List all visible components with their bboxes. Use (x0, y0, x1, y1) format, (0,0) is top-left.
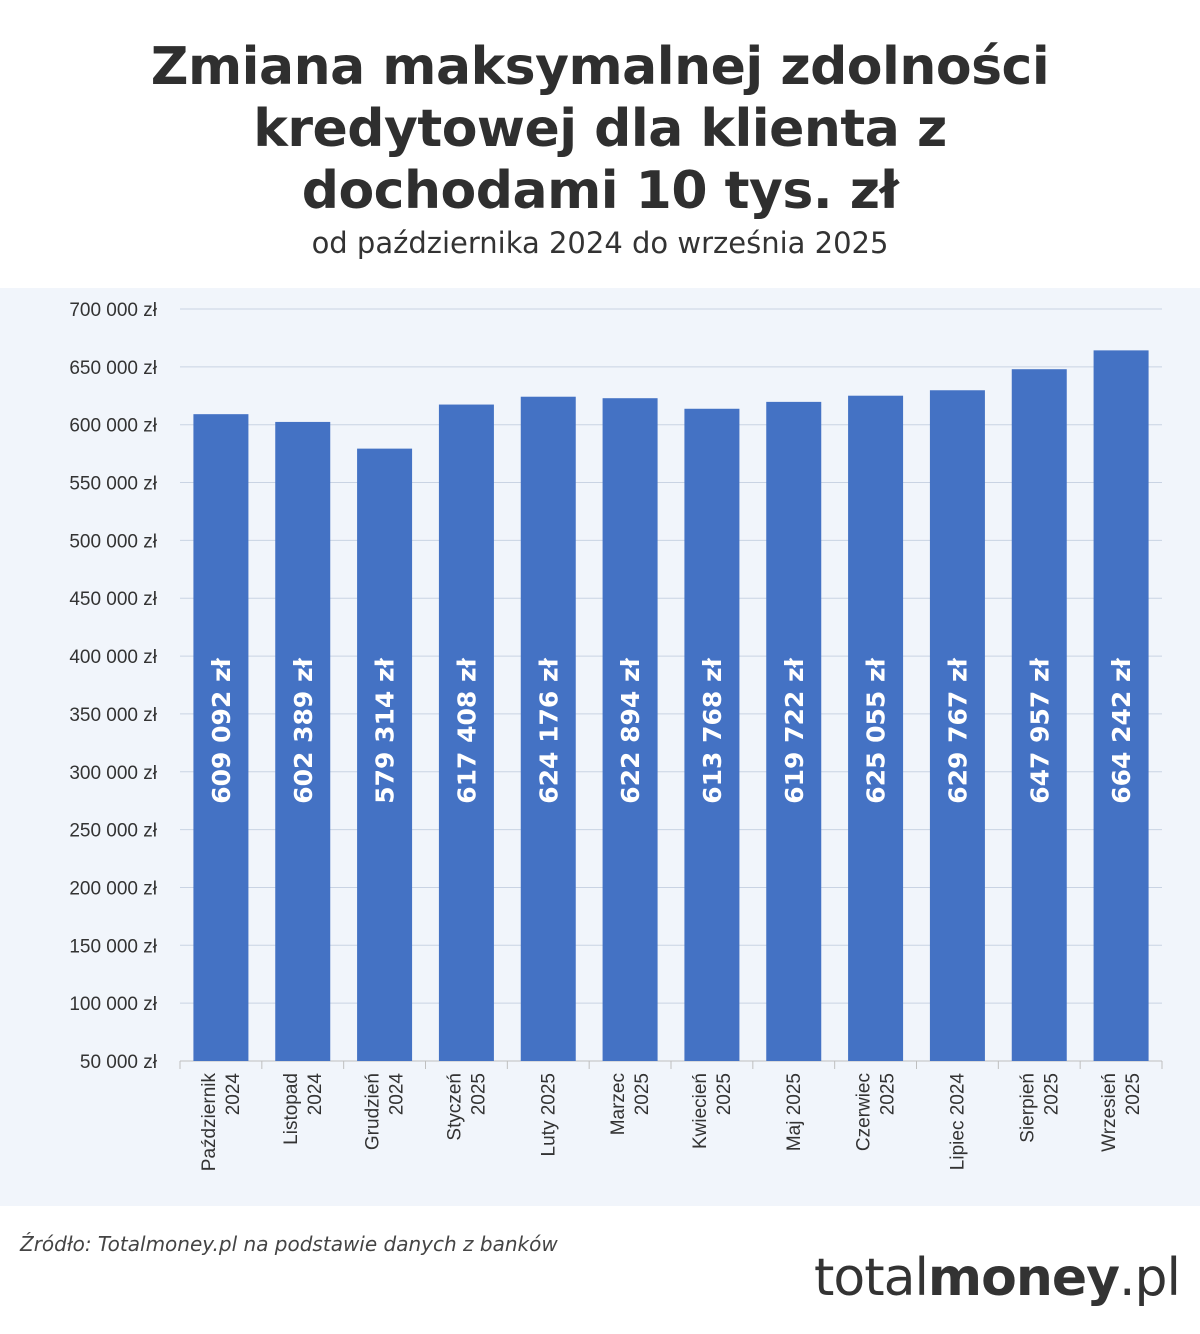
y-tick-label: 200 000 zł (69, 878, 157, 899)
x-tick-label: Maj 2025 (784, 1073, 805, 1151)
y-tick-label: 600 000 zł (69, 416, 157, 437)
x-tick-label-line: 2025 (878, 1073, 899, 1115)
x-tick-label-line: 2025 (468, 1073, 489, 1115)
bar (1011, 369, 1067, 1062)
data-label: 664 242 zł (1107, 657, 1136, 803)
x-tick-label-line: Lipiec 2024 (947, 1073, 968, 1171)
title-line-3: dochodami 10 tys. zł (301, 161, 899, 221)
source-note: Źródło: Totalmoney.pl na podstawie danyc… (20, 1232, 558, 1256)
x-tick-label: Kwiecień 2025 (690, 1073, 735, 1149)
data-label: 629 767 zł (943, 657, 972, 803)
chart-title: Zmiana maksymalnej zdolności kredytowej … (0, 36, 1200, 222)
chart-panel: 700 000 zł 650 000 zł 600 000 zł 550 000 zł… (0, 288, 1200, 1206)
x-tick-label: Październik 2024 (199, 1073, 244, 1172)
y-tick-label: 550 000 zł (69, 474, 157, 495)
chart-subtitle: od października 2024 do września 2025 (311, 226, 889, 260)
bar (275, 421, 331, 1061)
data-label: 613 768 zł (698, 657, 727, 803)
x-tick-label: Styczeń 2025 (444, 1073, 489, 1141)
bar (766, 401, 822, 1061)
bar (520, 396, 576, 1061)
y-tick-label: 700 000 zł (69, 300, 157, 321)
data-label: 602 389 zł (289, 657, 318, 803)
x-tick-label-line: 2024 (305, 1073, 326, 1116)
x-tick-label: Luty 2025 (538, 1073, 559, 1156)
bar (684, 408, 740, 1061)
x-tick-label: Czerwiec 2025 (854, 1073, 899, 1151)
x-tick-label-line: 2024 (223, 1073, 244, 1116)
data-label: 579 314 zł (371, 657, 400, 803)
x-tick-label-line: Marzec (608, 1073, 629, 1135)
bar (193, 414, 249, 1061)
x-tick-label-line: Sierpień (1017, 1073, 1038, 1143)
x-tick-label: Grudzień 2024 (363, 1073, 408, 1151)
bar (357, 448, 413, 1062)
x-tick-label: Marzec 2025 (608, 1073, 653, 1135)
y-tick-label: 500 000 zł (69, 531, 157, 552)
x-tick-label-line: 2025 (714, 1073, 735, 1115)
title-line-1: Zmiana maksymalnej zdolności (150, 37, 1050, 97)
y-tick-label: 50 000 zł (80, 1052, 158, 1073)
x-tick-label-line: Listopad (281, 1073, 302, 1145)
data-label: 609 092 zł (207, 657, 236, 803)
x-tick-label-line: Czerwiec (854, 1073, 875, 1151)
x-tick-label-line: Październik (199, 1073, 220, 1172)
x-tick-label-line: 2025 (632, 1073, 653, 1115)
data-label: 622 894 zł (616, 657, 645, 803)
bar (929, 390, 985, 1062)
y-tick-label: 150 000 zł (69, 936, 157, 957)
y-tick-label: 100 000 zł (69, 994, 157, 1015)
data-label: 624 176 zł (534, 657, 563, 803)
x-tick-label-line: Styczeń (444, 1073, 465, 1141)
bar-chart: 700 000 zł 650 000 zł 600 000 zł 550 000 zł… (69, 300, 1163, 1172)
data-label: 617 408 zł (452, 657, 481, 803)
logo-part-pl: .pl (1119, 1248, 1181, 1308)
x-tick-label: Sierpień 2025 (1017, 1073, 1062, 1143)
logo-part-total: total (814, 1248, 929, 1308)
x-tick-label-line: Wrzesień (1099, 1073, 1120, 1152)
x-tick-label: Lipiec 2024 (947, 1073, 968, 1171)
x-tick-label-line: Grudzień (363, 1073, 384, 1150)
data-label: 625 055 zł (862, 657, 891, 803)
y-tick-label: 650 000 zł (69, 358, 157, 379)
y-tick-label: 400 000 zł (69, 647, 157, 668)
x-tick-label: Wrzesień 2025 (1099, 1073, 1144, 1152)
x-tick-label: Listopad 2024 (281, 1073, 326, 1145)
bar (438, 404, 494, 1061)
y-tick-label: 350 000 zł (69, 705, 157, 726)
logo-part-money: money (927, 1248, 1120, 1308)
x-tick-label-line: 2024 (387, 1073, 408, 1116)
bar (1093, 350, 1149, 1061)
bar (602, 398, 658, 1062)
totalmoney-logo: totalmoney.pl (814, 1248, 1181, 1308)
x-tick-label-line: 2025 (1041, 1073, 1062, 1115)
data-label: 619 722 zł (780, 657, 809, 803)
y-tick-label: 300 000 zł (69, 763, 157, 784)
title-line-2: kredytowej dla klienta z (253, 99, 947, 159)
x-tick-label-line: Maj 2025 (784, 1073, 805, 1151)
y-tick-label: 250 000 zł (69, 821, 157, 842)
y-tick-label: 450 000 zł (69, 589, 157, 610)
bar (848, 395, 904, 1062)
x-tick-label-line: 2025 (1123, 1073, 1144, 1115)
x-tick-label-line: Luty 2025 (538, 1073, 559, 1156)
data-label: 647 957 zł (1025, 657, 1054, 803)
x-tick-label-line: Kwiecień (690, 1073, 711, 1149)
